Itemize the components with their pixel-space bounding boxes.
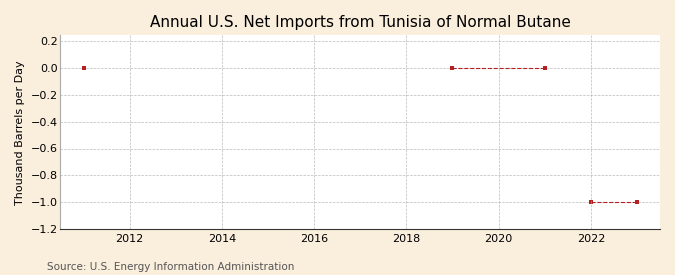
Y-axis label: Thousand Barrels per Day: Thousand Barrels per Day (15, 60, 25, 205)
Text: Source: U.S. Energy Information Administration: Source: U.S. Energy Information Administ… (47, 262, 294, 272)
Title: Annual U.S. Net Imports from Tunisia of Normal Butane: Annual U.S. Net Imports from Tunisia of … (150, 15, 570, 30)
